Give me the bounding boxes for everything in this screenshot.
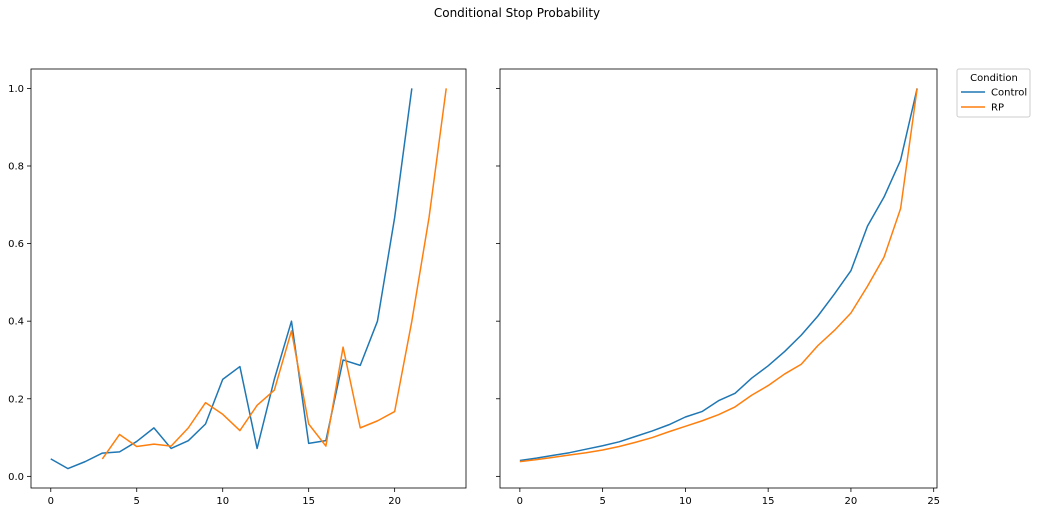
series-line-control [519, 88, 918, 462]
y-tick-label: 0.0 [8, 472, 24, 483]
series-line-control [50, 88, 413, 470]
y-tick-label: 0.2 [8, 394, 24, 405]
x-tick-label: 0 [517, 496, 523, 507]
x-tick-label: 5 [134, 496, 140, 507]
left-panel-y-ticks: 0.0 0.2 0.4 0.6 0.8 1.0 [8, 84, 31, 483]
right-panel-y-ticks [496, 87, 500, 477]
legend-title: Condition [970, 73, 1018, 84]
right-panel-lines [519, 88, 918, 463]
right-panel: 0 5 10 15 20 25 [496, 68, 940, 507]
x-tick-label: 20 [388, 496, 401, 507]
left-panel-x-ticks: 0 5 10 15 20 [48, 488, 401, 507]
x-tick-label: 5 [599, 496, 605, 507]
left-panel-lines [50, 88, 447, 470]
chart-title: Conditional Stop Probability [434, 6, 600, 20]
x-tick-label: 0 [48, 496, 54, 507]
x-tick-label: 10 [216, 496, 229, 507]
legend-label-control: Control [991, 88, 1027, 99]
y-tick-label: 0.8 [8, 161, 24, 172]
y-tick-label: 0.4 [8, 317, 24, 328]
series-line-rp [519, 88, 918, 463]
left-panel-frame [30, 68, 467, 489]
series-line-rp [101, 88, 447, 460]
x-tick-label: 20 [845, 496, 858, 507]
x-tick-label: 25 [927, 496, 940, 507]
legend: Condition Control RP [956, 68, 1031, 118]
y-tick-label: 0.6 [8, 239, 24, 250]
legend-label-rp: RP [991, 103, 1004, 114]
right-panel-x-ticks: 0 5 10 15 20 25 [517, 488, 940, 507]
y-tick-label: 1.0 [8, 84, 24, 95]
x-tick-label: 15 [762, 496, 775, 507]
right-panel-frame [499, 68, 938, 489]
x-tick-label: 10 [679, 496, 692, 507]
legend-box [956, 68, 1031, 118]
left-panel: 0 5 10 15 20 0.0 0.2 0.4 0.6 0.8 1.0 [8, 68, 467, 507]
x-tick-label: 15 [302, 496, 315, 507]
